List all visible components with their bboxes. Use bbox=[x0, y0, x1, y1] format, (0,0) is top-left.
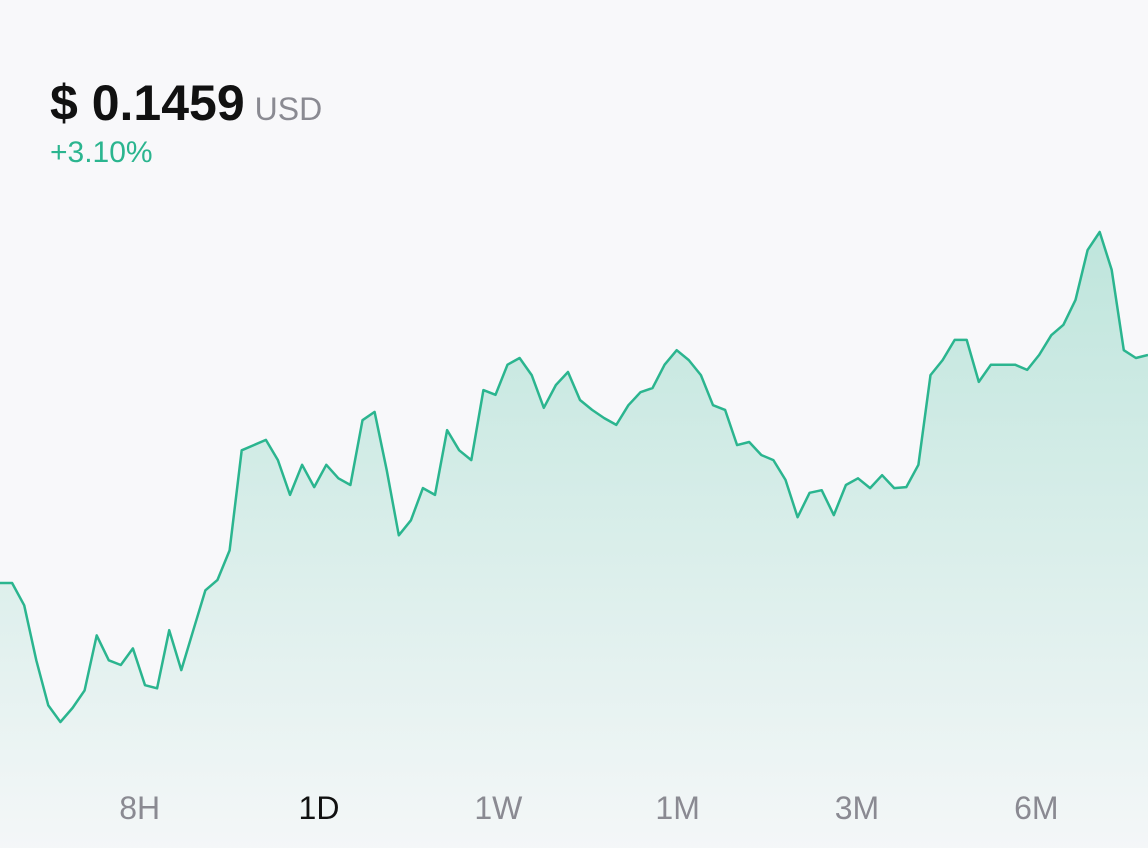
currency: USD bbox=[254, 91, 323, 127]
range-tab[interactable]: 1M bbox=[655, 790, 700, 826]
price-header: $ 0.1459 USD +3.10% bbox=[50, 74, 322, 170]
price-line bbox=[0, 230, 1148, 724]
change: +3.10% bbox=[50, 136, 153, 169]
range-tab[interactable]: 8H bbox=[119, 790, 161, 826]
price: $ 0.1459 bbox=[50, 75, 245, 131]
range-tabs: 8H 1D 1W 1M 3M 6M bbox=[50, 790, 1126, 827]
range-tab[interactable]: 6M bbox=[1014, 790, 1059, 826]
range-tab[interactable]: 1D bbox=[298, 790, 340, 826]
range-tab[interactable]: 1W bbox=[474, 790, 523, 826]
range-tab[interactable]: 3M bbox=[834, 790, 880, 826]
area bbox=[0, 232, 1148, 848]
